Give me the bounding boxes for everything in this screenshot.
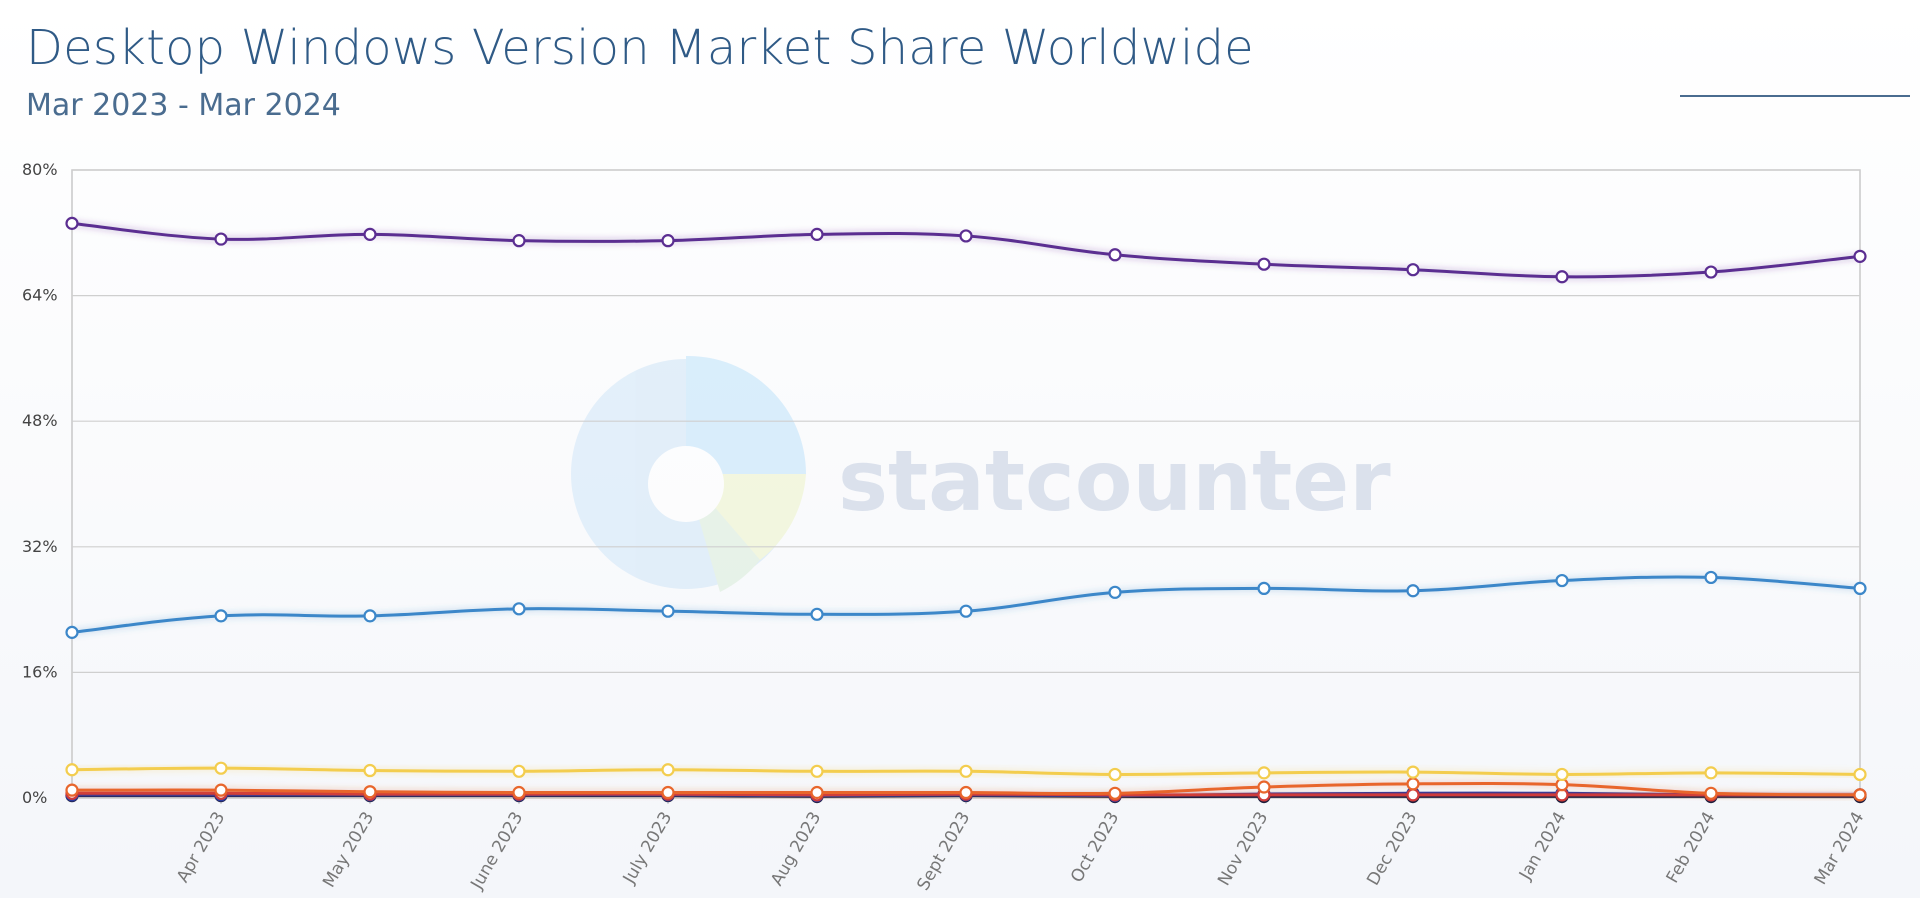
data-point[interactable] [1555,270,1569,284]
data-point[interactable] [65,763,79,777]
x-tick-label: Apr 2023 [173,809,229,887]
series-line [65,761,1867,782]
x-tick-label: Aug 2023 [767,809,825,890]
series-line [65,216,1867,284]
data-point[interactable] [214,232,228,246]
x-tick-label: May 2023 [319,809,378,892]
x-tick-label: Mar 2024 [1811,809,1869,889]
data-point[interactable] [1257,581,1271,596]
data-point[interactable] [1555,573,1569,588]
data-point[interactable] [1853,788,1867,802]
data-point[interactable] [1853,767,1867,782]
data-point[interactable] [214,609,228,623]
data-point[interactable] [1704,766,1718,780]
y-tick-label: 0% [22,788,47,807]
chart-title: Desktop Windows Version Market Share Wor… [26,20,1254,76]
data-point[interactable] [512,764,526,778]
data-point[interactable] [1257,257,1271,271]
data-point[interactable] [363,609,377,623]
x-tick-label: June 2023 [467,809,528,894]
y-tick-label: 80% [22,160,58,179]
x-tick-label: Feb 2024 [1663,809,1720,887]
y-axis: 0% 16% 32% 48% 64% 80% [22,160,58,807]
data-point[interactable] [65,216,79,230]
data-point[interactable] [1257,780,1271,794]
data-point[interactable] [810,607,824,621]
x-tick-label: Oct 2023 [1067,809,1123,887]
data-point[interactable] [363,227,377,241]
data-point[interactable] [1704,265,1718,279]
data-point[interactable] [810,227,824,241]
data-point[interactable] [1406,584,1420,598]
data-point[interactable] [65,625,79,639]
x-tick-label: Sept 2023 [913,809,974,895]
data-point[interactable] [1108,248,1122,262]
data-point[interactable] [661,763,675,777]
x-tick-label: July 2023 [619,809,676,888]
watermark-text: statcounter [838,432,1391,530]
data-point[interactable] [214,783,228,797]
data-point[interactable] [65,783,79,797]
data-point[interactable] [512,234,526,248]
data-point[interactable] [661,604,675,618]
data-point[interactable] [1853,249,1867,263]
data-point[interactable] [959,229,973,243]
y-tick-label: 16% [22,662,58,681]
data-point[interactable] [959,764,973,778]
statcounter-logo-icon [571,355,806,592]
y-tick-label: 64% [22,286,58,305]
series-line [65,570,1867,639]
data-point[interactable] [661,234,675,248]
series-line [65,777,1867,802]
data-point[interactable] [959,604,973,618]
data-point[interactable] [1108,767,1122,782]
data-point[interactable] [512,785,526,800]
data-point[interactable] [1853,581,1867,596]
data-point[interactable] [1406,263,1420,277]
data-point[interactable] [810,764,824,778]
x-tick-label: Jan 2024 [1515,809,1570,885]
data-point[interactable] [1406,788,1420,802]
x-tick-label: Dec 2023 [1363,809,1421,890]
watermark: statcounter [571,355,1391,592]
data-point[interactable] [1108,786,1122,800]
chart-subtitle: Mar 2023 - Mar 2024 [26,88,341,123]
data-point[interactable] [1406,777,1420,791]
data-point[interactable] [1257,766,1271,780]
data-point[interactable] [363,785,377,799]
y-tick-label: 32% [22,537,58,556]
data-point[interactable] [661,785,675,800]
data-point[interactable] [1704,570,1718,585]
data-point[interactable] [1108,585,1122,599]
y-tick-label: 48% [22,411,58,430]
series-group [65,216,1867,804]
x-tick-label: Nov 2023 [1214,809,1272,890]
data-point[interactable] [959,785,973,800]
data-point[interactable] [1406,765,1420,779]
data-point[interactable] [363,763,377,778]
data-point[interactable] [1704,786,1718,800]
data-point[interactable] [512,602,526,616]
data-point[interactable] [1555,767,1569,782]
x-axis: Apr 2023 May 2023 June 2023 July 2023 Aug 20… [173,798,1868,894]
data-point[interactable] [214,761,228,775]
header-rule [1680,95,1910,97]
data-point[interactable] [810,785,824,800]
